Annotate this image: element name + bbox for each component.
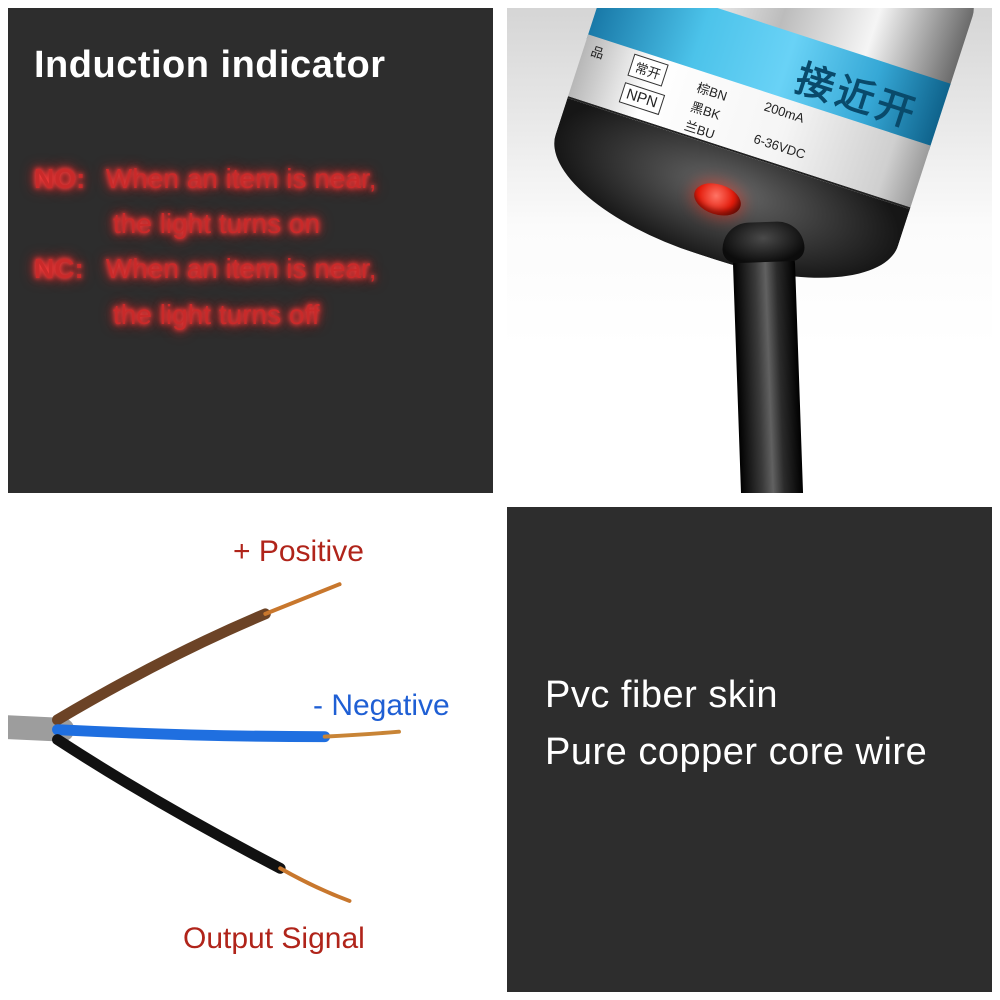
label-negative: - Negative bbox=[313, 689, 450, 723]
material-text: Pvc fiber skin Pure copper core wire bbox=[507, 507, 992, 941]
nc-prefix: NC: bbox=[34, 249, 98, 288]
label-col2-top: 常开 bbox=[627, 54, 668, 87]
label-spec2: 6-36VDC bbox=[752, 131, 807, 162]
label-col2-bot: NPN bbox=[619, 82, 665, 115]
panel-wire-material: Pvc fiber skin Pure copper core wire bbox=[507, 507, 992, 992]
panel-induction-indicator: Induction indicator NO: When an item is … bbox=[8, 8, 493, 493]
sensor-stage: 接近开 品 常开 NPN 棕BN 黑BK 兰BU 200mA 6-36VDC bbox=[507, 8, 992, 493]
label-spec1: 200mA bbox=[762, 99, 806, 126]
no-line1: When an item is near, bbox=[106, 163, 377, 194]
label-col1: 品 bbox=[589, 41, 607, 63]
nc-line2: the light turns off bbox=[113, 299, 320, 330]
sensor-cable bbox=[732, 233, 805, 493]
sensor-body: 接近开 品 常开 NPN 棕BN 黑BK 兰BU 200mA 6-36VDC bbox=[514, 8, 980, 374]
material-line2: Pure copper core wire bbox=[545, 724, 954, 781]
label-positive: + Positive bbox=[233, 535, 364, 569]
no-prefix: NO: bbox=[34, 159, 98, 198]
wire-svg bbox=[8, 507, 493, 992]
panel-title: Induction indicator bbox=[8, 8, 493, 103]
no-line2: the light turns on bbox=[113, 208, 320, 239]
material-line1: Pvc fiber skin bbox=[545, 667, 954, 724]
panel-sensor-photo: 接近开 品 常开 NPN 棕BN 黑BK 兰BU 200mA 6-36VDC bbox=[507, 8, 992, 493]
nc-line1: When an item is near, bbox=[106, 253, 377, 284]
panel-wire-diagram: + Positive - Negative Output Signal bbox=[8, 507, 493, 992]
label-output: Output Signal bbox=[183, 922, 365, 956]
no-nc-block: NO: When an item is near, the light turn… bbox=[8, 153, 493, 334]
infographic-grid: Induction indicator NO: When an item is … bbox=[0, 0, 1000, 1000]
